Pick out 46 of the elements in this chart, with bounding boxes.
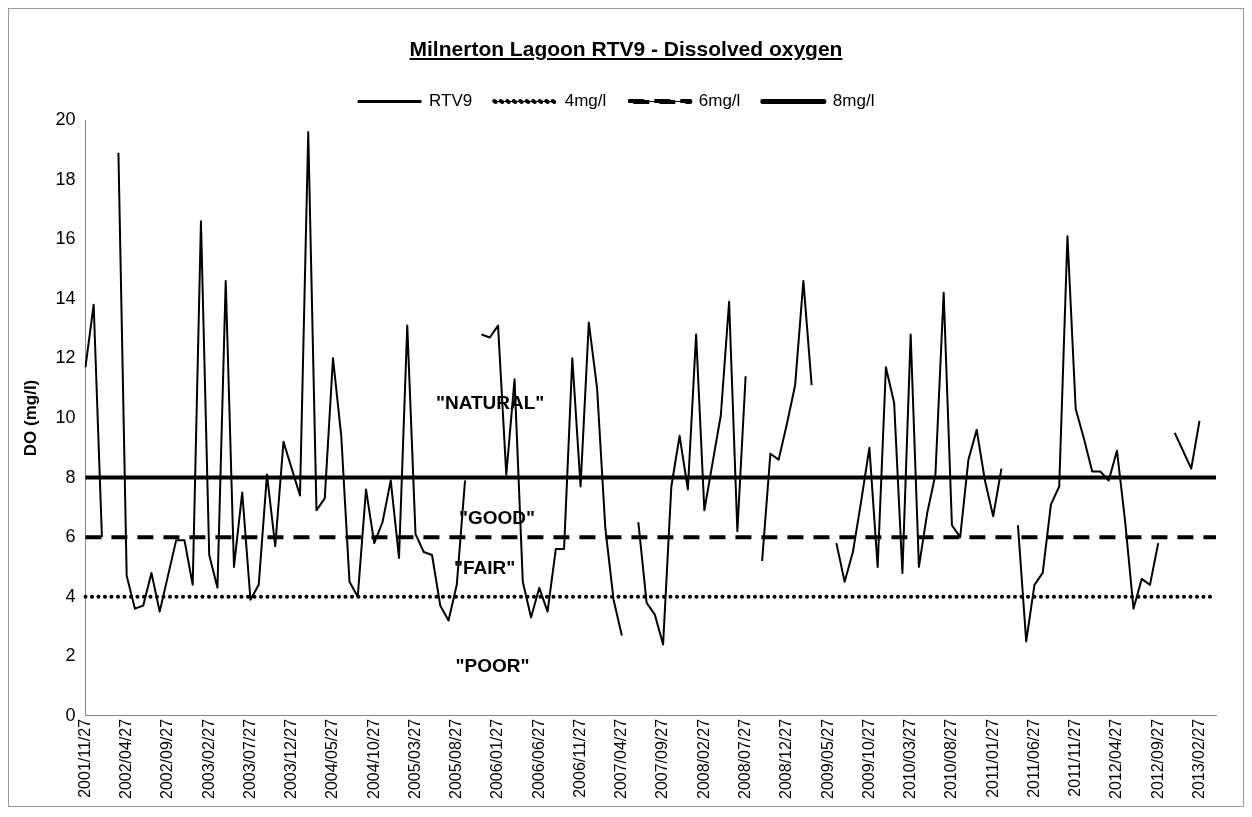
annotation: "POOR": [455, 655, 530, 677]
y-tick-label: 8: [65, 466, 76, 487]
x-tick-label: 2011/06/27: [1024, 718, 1042, 798]
x-tick-label: 2011/11/27: [1066, 718, 1084, 797]
x-tick-label: 2013/02/27: [1189, 718, 1207, 799]
x-tick-label: 2002/09/27: [158, 718, 176, 799]
x-tick-label: 2007/04/27: [612, 718, 630, 799]
x-tick-label: 2006/11/27: [570, 718, 588, 798]
x-tick-label: 2007/09/27: [653, 718, 671, 799]
x-tick-label: 2011/01/27: [983, 718, 1001, 798]
y-tick-label: 12: [55, 347, 76, 368]
legend-label: 8mg/l: [832, 91, 875, 111]
x-tick-label: 2004/10/27: [364, 718, 382, 799]
y-tick-label: 6: [65, 526, 76, 547]
x-tick-label: 2008/07/27: [736, 718, 754, 799]
x-tick-label: 2012/04/27: [1107, 718, 1125, 799]
x-tick-label: 2006/01/27: [488, 718, 506, 799]
x-tick-label: 2012/09/27: [1148, 718, 1166, 799]
y-tick-label: 2: [65, 645, 76, 666]
x-tick-label: 2008/12/27: [777, 718, 795, 799]
y-tick-label: 18: [55, 168, 76, 189]
x-tick-label: 2003/12/27: [282, 718, 300, 799]
y-tick-label: 4: [65, 585, 76, 606]
y-tick-label: 0: [65, 704, 76, 725]
x-tick-label: 2009/05/27: [818, 718, 836, 799]
y-tick-label: 14: [55, 287, 76, 308]
chart-title: Milnerton Lagoon RTV9 - Dissolved oxygen: [408, 36, 844, 62]
y-tick-label: 20: [55, 108, 76, 129]
x-tick-label: 2004/05/27: [323, 718, 341, 799]
y-tick-label: 10: [55, 406, 76, 427]
legend-label: 6mg/l: [698, 91, 741, 111]
x-tick-label: 2006/06/27: [529, 718, 547, 799]
x-tick-label: 2003/02/27: [199, 718, 217, 799]
y-tick-label: 16: [55, 228, 76, 249]
x-tick-label: 2010/08/27: [942, 718, 960, 799]
x-tick-label: 2008/02/27: [694, 718, 712, 799]
y-axis-title: DO (mg/l): [20, 379, 40, 457]
legend-label: RTV9: [429, 91, 473, 111]
x-tick-label: 2005/08/27: [447, 718, 465, 799]
legend-label: 4mg/l: [564, 91, 607, 111]
x-tick-label: 2005/03/27: [405, 718, 423, 799]
x-tick-label: 2001/11/27: [75, 718, 93, 798]
x-tick-label: 2010/03/27: [901, 718, 919, 799]
x-tick-label: 2009/10/27: [859, 718, 877, 799]
x-tick-label: 2003/07/27: [240, 718, 258, 799]
x-tick-label: 2002/04/27: [117, 718, 135, 799]
